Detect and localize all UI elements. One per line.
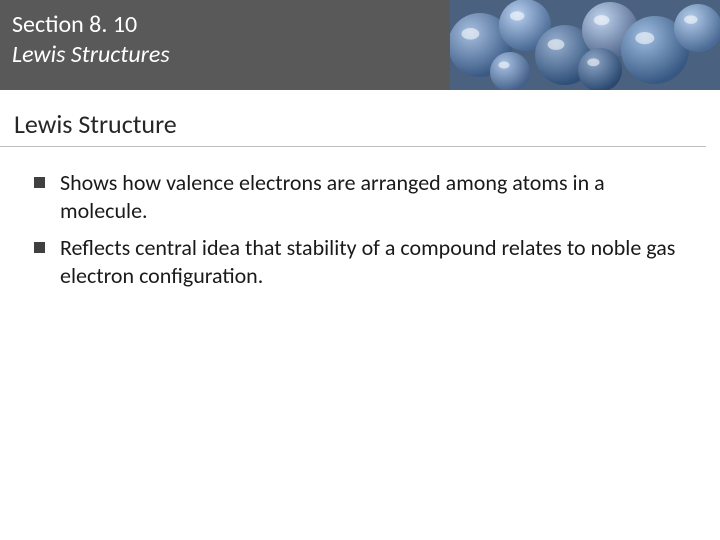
bullet-item: Reflects central idea that stability of … [34,234,690,289]
sphere-icon [578,48,622,90]
slide-title: Lewis Structure [0,90,706,147]
header-band: Section 8. 10 Lewis Structures [0,0,720,90]
bullet-list: Shows how valence electrons are arranged… [0,147,720,289]
sphere-icon [674,4,720,52]
section-label: Section 8. 10 [12,10,170,40]
header-text-block: Section 8. 10 Lewis Structures [0,0,170,70]
header-graphic [450,0,720,90]
bullet-item: Shows how valence electrons are arranged… [34,169,690,224]
section-subtitle: Lewis Structures [12,40,170,70]
